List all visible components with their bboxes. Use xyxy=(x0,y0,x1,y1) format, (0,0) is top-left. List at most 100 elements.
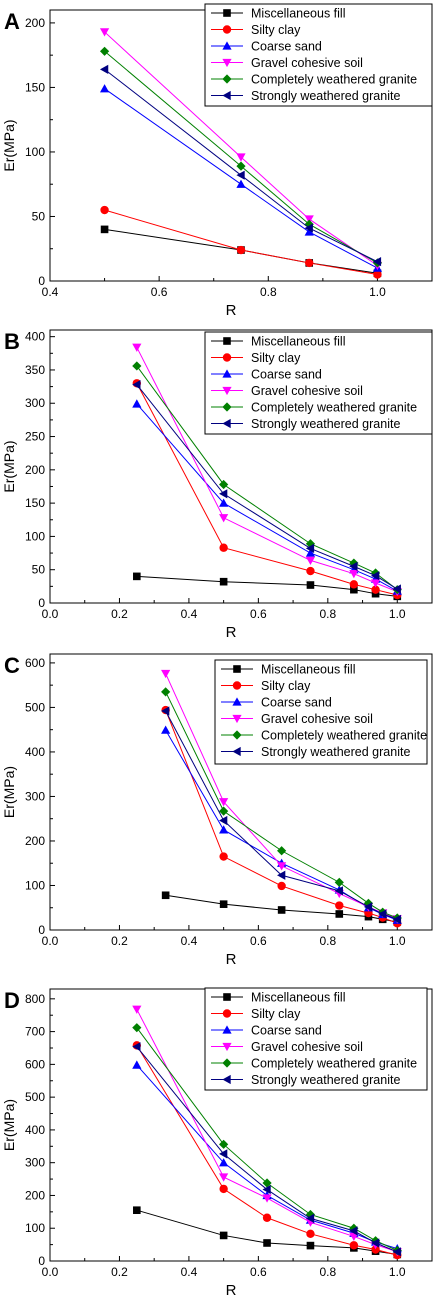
panel-c-x-tick-label: 1.0 xyxy=(389,934,406,948)
panel-b-data-point-0-0 xyxy=(133,572,141,581)
panel-c-legend-marker-5 xyxy=(232,746,241,757)
panel-c-legend-marker-2 xyxy=(232,697,242,706)
panel-d-legend-marker-1 xyxy=(222,1009,232,1018)
panel-b-series-line-3 xyxy=(136,347,398,593)
panel-c-data-point-5-2 xyxy=(277,870,286,880)
panel-b-data-point-5-1 xyxy=(219,489,228,499)
panel-c-label: C xyxy=(4,653,20,678)
panel-c-data-point-4-2 xyxy=(277,846,287,856)
panel-b-data-point-4-1 xyxy=(219,479,229,490)
panel-d-x-tick-label: 0.0 xyxy=(42,1265,59,1279)
panel-a-series-line-1 xyxy=(104,209,378,276)
panel-c-data-point-5-1 xyxy=(219,815,228,826)
panel-c-y-tick-label: 100 xyxy=(25,878,45,892)
panel-b-y-tick-label: 50 xyxy=(32,563,46,577)
panel-d-data-point-0-2 xyxy=(263,1239,271,1247)
panel-d-data-point-4-2 xyxy=(262,1178,272,1188)
panel-c-legend-entry-1: Silty clay xyxy=(261,679,311,693)
panel-d-legend xyxy=(204,987,428,1091)
panel-d-y-tick-label: 100 xyxy=(25,1221,45,1235)
panel-d-y-tick-label: 0 xyxy=(38,1254,45,1268)
panel-a-data-point-1-1 xyxy=(236,245,246,255)
panel-a-series-line-2 xyxy=(104,88,378,269)
panel-a-data-point-1-2 xyxy=(305,258,314,268)
panel-d-data-point-0-0 xyxy=(133,1206,141,1215)
panel-a-data-point-4-1 xyxy=(236,161,246,171)
panel-b-y-tick-label: 350 xyxy=(25,363,45,377)
panel-a-y-tick-label: 50 xyxy=(32,209,46,223)
panel-b-data-point-0-3 xyxy=(350,585,358,594)
panel-c-legend-entry-2: Coarse sand xyxy=(261,696,332,710)
panel-c-legend-marker-4 xyxy=(232,730,242,740)
panel-b-data-point-3-1 xyxy=(219,514,229,523)
panel-b-data-point-1-4 xyxy=(371,585,380,594)
chart-panel-b: B 0.0 0.2 0.4 0.6 0.8 1.0 0 50 100 150 200 250 300 350… xyxy=(1,329,433,641)
panel-c-data-point-5-0 xyxy=(161,706,170,716)
panel-c-y-axis-label: Er(MPa) xyxy=(1,766,17,818)
panel-d-label: D xyxy=(4,988,20,1013)
panel-b-legend-entry-1: Silty clay xyxy=(251,351,301,365)
panel-b-data-point-5-3 xyxy=(349,561,358,571)
panel-c-plot-frame xyxy=(49,653,433,931)
panel-a-y-tick-label: 200 xyxy=(25,16,45,30)
panel-d-data-point-1-4 xyxy=(349,1241,359,1250)
panel-d-y-tick-label: 500 xyxy=(25,1090,45,1104)
panel-c-y-tick-label: 500 xyxy=(25,700,45,714)
panel-d-data-point-1-2 xyxy=(262,1213,272,1222)
panel-a-x-axis-label: R xyxy=(226,302,237,319)
panel-d-data-point-1-3 xyxy=(306,1229,315,1238)
panel-b-data-point-5-4 xyxy=(370,571,380,581)
panel-a-data-point-3-1 xyxy=(236,153,246,162)
panel-c-data-point-1-3 xyxy=(335,901,344,910)
panel-b-x-tick-label: 0.0 xyxy=(42,607,59,621)
panel-b-legend-entry-3: Gravel cohesive soil xyxy=(251,384,363,398)
panel-b-data-point-4-0 xyxy=(132,361,142,371)
panel-d-legend-entry-4: Completely weathered granite xyxy=(251,1057,417,1071)
panel-b-legend-marker-1 xyxy=(222,353,232,362)
panel-b-data-point-3-3 xyxy=(349,570,359,579)
panel-d-y-tick-label: 300 xyxy=(25,1156,45,1170)
panel-c-data-point-3-1 xyxy=(219,798,229,807)
panel-b-y-tick-label: 150 xyxy=(25,496,45,510)
panel-c-data-point-2-0 xyxy=(161,725,171,734)
panel-b-y-tick-label: 0 xyxy=(38,596,45,610)
panel-c-y-tick-label: 300 xyxy=(25,789,45,803)
panel-a-legend-entry-3: Gravel cohesive soil xyxy=(251,56,363,70)
panel-c-data-point-0-0 xyxy=(161,891,170,900)
panel-d-data-point-3-4 xyxy=(349,1232,359,1242)
panel-d-y-tick-label: 600 xyxy=(25,1057,45,1071)
panel-b-data-point-2-0 xyxy=(132,399,142,408)
panel-c-legend-entry-4: Completely weathered granite xyxy=(261,729,427,743)
panel-b-x-axis-label: R xyxy=(226,624,237,641)
panel-a-series-line-4 xyxy=(104,50,378,264)
panel-b-y-tick-label: 400 xyxy=(25,330,45,344)
panel-d-legend-entry-5: Strongly weathered granite xyxy=(251,1073,400,1087)
panel-a-legend xyxy=(204,3,433,107)
panel-c-data-point-3-2 xyxy=(277,862,287,871)
panel-d-data-point-2-0 xyxy=(132,1060,142,1069)
panel-c-legend xyxy=(214,659,428,765)
panel-a-data-point-1-0 xyxy=(100,205,109,215)
panel-d-data-point-5-1 xyxy=(219,1149,228,1159)
panel-d-data-point-3-2 xyxy=(262,1194,272,1203)
panel-d-data-point-5-6 xyxy=(392,1247,401,1257)
panel-d-y-axis-label: Er(MPa) xyxy=(1,1099,17,1151)
panel-a-legend-marker-1 xyxy=(222,25,232,34)
panel-d-x-tick-label: 0.2 xyxy=(111,1265,128,1279)
panel-a-data-point-2-0 xyxy=(99,84,110,93)
panel-b-data-point-1-3 xyxy=(349,580,359,589)
panel-b-legend-marker-4 xyxy=(222,402,232,412)
panel-b-data-point-5-0 xyxy=(132,380,141,390)
panel-d-data-point-3-0 xyxy=(132,1005,142,1014)
panel-b-data-point-2-2 xyxy=(305,548,316,557)
panel-a-x-tick-label: 0.6 xyxy=(151,285,168,299)
panel-b-legend-marker-2 xyxy=(222,369,232,378)
panel-a-series-line-5 xyxy=(104,68,378,263)
panel-d-x-tick-label: 1.0 xyxy=(389,1265,406,1279)
panel-a-legend-entry-0: Miscellaneous fill xyxy=(251,7,345,21)
panel-b-data-point-5-5 xyxy=(392,584,401,594)
panel-c-data-point-3-0 xyxy=(161,669,171,679)
panel-b-y-tick-label: 100 xyxy=(25,529,45,543)
panel-b-label: B xyxy=(4,329,20,354)
panel-b-legend-marker-5 xyxy=(222,418,231,429)
